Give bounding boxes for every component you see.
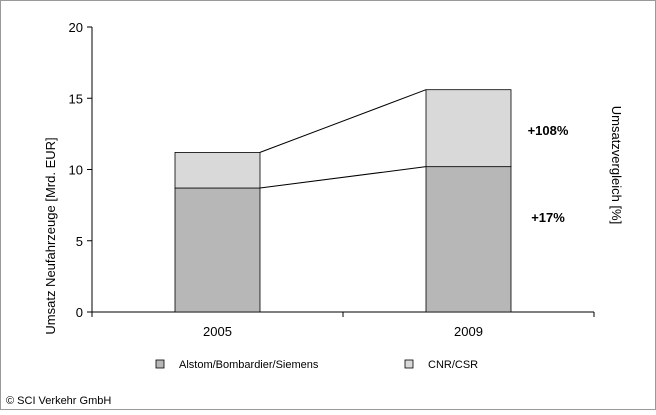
legend: Alstom/Bombardier/Siemens CNR/CSR <box>155 359 478 371</box>
y-axis-label: Umsatz Neufahrzeuge [Mrd. EUR] <box>43 137 58 334</box>
bar-segment <box>425 89 512 168</box>
connector-line <box>259 89 427 153</box>
y-tick-label: 0 <box>76 305 83 320</box>
x-tick-label: 2009 <box>454 324 483 339</box>
x-tick-label: 2005 <box>203 324 232 339</box>
bar-segment <box>425 166 512 313</box>
legend-swatch-cnr-csr <box>404 359 414 369</box>
y-tick-label: 20 <box>69 20 83 35</box>
copyright-footer: © SCI Verkehr GmbH <box>6 395 111 407</box>
bar-segment <box>174 187 261 313</box>
legend-label-alstom: Alstom/Bombardier/Siemens <box>179 359 319 371</box>
plot-area: 0 5 10 15 20 2005 2009 <box>69 20 595 339</box>
y-tick-label: 15 <box>69 91 83 106</box>
connector-line <box>259 166 427 189</box>
legend-swatch-alstom <box>155 359 165 369</box>
annotation-growth-alstom: +17% <box>531 210 565 225</box>
bar-segment <box>174 151 261 189</box>
secondary-y-axis-label: Umsatzvergleich [%] <box>609 106 624 224</box>
y-tick-label: 5 <box>76 234 83 249</box>
y-tick-label: 10 <box>69 163 83 178</box>
legend-label-cnr-csr: CNR/CSR <box>428 359 478 371</box>
annotation-growth-cnr-csr: +108% <box>528 123 569 138</box>
